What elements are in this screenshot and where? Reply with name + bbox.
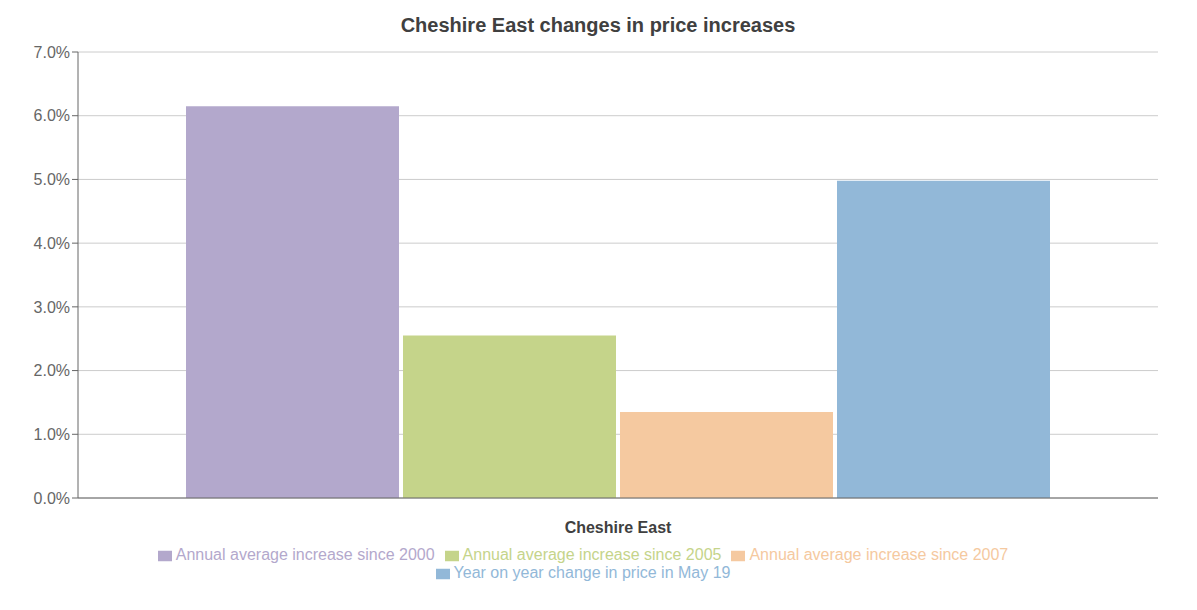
html-text:Year on year change in price i: Year on year change in price in May 19 (453, 564, 731, 581)
svg-text:Cheshire East: Cheshire East (565, 519, 672, 536)
svg-text:2.0%: 2.0% (34, 362, 70, 379)
html-text:Annual average increase since: Annual average increase since 2007 (749, 546, 1009, 563)
svg-text:7.0%: 7.0% (34, 44, 70, 61)
svg-text:5.0%: 5.0% (34, 171, 70, 188)
svg-text:3.0%: 3.0% (34, 299, 70, 316)
html-text:Cheshire East changes in price: Cheshire East changes in price increases (400, 14, 796, 36)
svg-text:0.0%: 0.0% (34, 490, 70, 507)
svg-text:1.0%: 1.0% (34, 426, 70, 443)
html-text:Annual average increase since: Annual average increase since 2005 (462, 546, 722, 563)
html-text:Annual average increase since: Annual average increase since 2000 (175, 546, 435, 563)
svg-text:6.0%: 6.0% (34, 107, 70, 124)
svg-text:4.0%: 4.0% (34, 235, 70, 252)
